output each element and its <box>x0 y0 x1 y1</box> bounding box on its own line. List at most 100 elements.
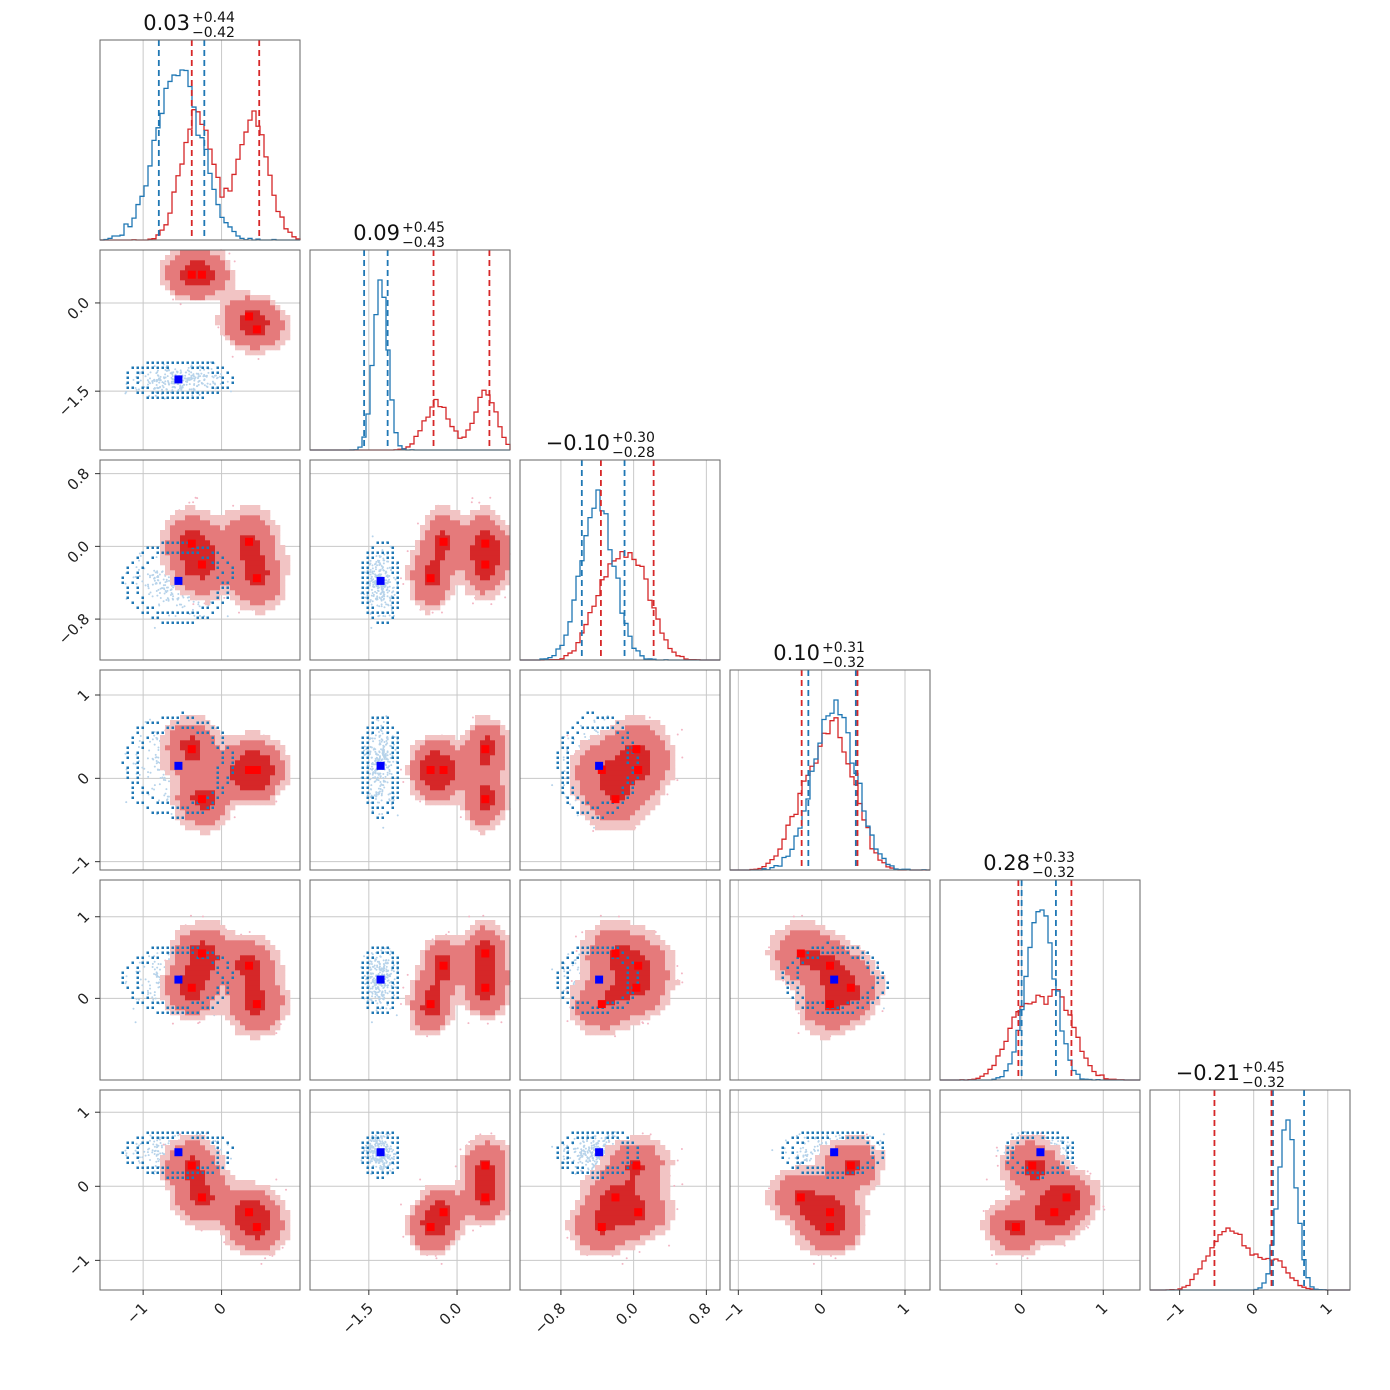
density-red-cell <box>195 770 201 776</box>
contour-blue-0 <box>391 776 394 779</box>
density-red-cell <box>230 790 236 796</box>
density-red-cell <box>255 510 261 516</box>
density-red-cell <box>450 545 456 551</box>
density-red-cell <box>430 545 436 551</box>
density-red-cell <box>180 570 186 576</box>
point-blue <box>138 575 141 578</box>
point-blue <box>394 578 397 581</box>
density-red-cell <box>185 555 191 561</box>
contour-blue-1 <box>361 576 364 579</box>
density-red-cell <box>250 750 256 756</box>
density-red-cell <box>220 525 226 531</box>
contour-blue-0 <box>366 736 369 739</box>
contour-blue-0 <box>386 726 389 729</box>
point-blue <box>366 593 369 596</box>
hist-red-3 <box>730 717 930 871</box>
frame-diag-2 <box>519 459 721 661</box>
density-red-cell <box>260 545 266 551</box>
density-red-cell <box>230 740 236 746</box>
density-red-cell <box>180 770 186 776</box>
contour-blue-1 <box>221 556 224 559</box>
density-red-cell <box>185 775 191 781</box>
point-blue <box>394 748 397 751</box>
density-red-cell <box>260 755 266 761</box>
density-red-cell <box>480 830 486 836</box>
density-red-cell <box>260 800 266 806</box>
point-blue <box>384 601 387 604</box>
density-red-cell <box>255 335 261 341</box>
density-red-cell <box>240 510 246 516</box>
density-red-cell <box>435 745 441 751</box>
contour-blue-0 <box>381 551 384 554</box>
point-blue <box>149 377 152 380</box>
density-red-cell <box>230 550 236 556</box>
hist-blue-3 <box>730 699 930 871</box>
density-red-cell <box>270 535 276 541</box>
density-red-cell <box>465 520 471 526</box>
density-red-cell <box>220 270 226 276</box>
density-red-cell <box>490 725 496 731</box>
contour-blue-1 <box>216 796 219 799</box>
contour-blue-0 <box>211 386 214 389</box>
density-red-cell <box>270 770 276 776</box>
density-red-cell <box>205 285 211 291</box>
contour-blue-1 <box>226 781 229 784</box>
density-red-cell <box>490 765 496 771</box>
contour-blue-0 <box>166 726 169 729</box>
density-red-cell <box>455 540 461 546</box>
point-blue <box>155 383 158 386</box>
density-red-cell <box>220 820 226 826</box>
density-red-cell <box>275 335 281 341</box>
title-value-3: 0.10 <box>773 641 820 665</box>
point-red <box>275 800 278 803</box>
density-red-cell <box>245 575 251 581</box>
point-red <box>233 816 236 819</box>
contour-blue-1 <box>371 716 374 719</box>
density-red-cell <box>220 285 226 291</box>
density-red-cell <box>450 565 456 571</box>
density-red-cell <box>245 340 251 346</box>
point-blue <box>153 387 156 390</box>
density-red-cell <box>195 580 201 586</box>
density-red-cell <box>180 820 186 826</box>
density-red-cell <box>200 525 206 531</box>
density-red-cell <box>440 575 446 581</box>
density-red-cell <box>485 580 491 586</box>
point-blue <box>164 581 167 584</box>
point-blue <box>383 595 386 598</box>
density-red-cell <box>475 800 481 806</box>
density-red-cell <box>165 735 171 741</box>
contour-blue-1 <box>126 371 129 374</box>
density-red-cell <box>190 290 196 296</box>
contour-blue-1 <box>126 756 129 759</box>
density-red-cell <box>270 585 276 591</box>
contour-blue-0 <box>366 591 369 594</box>
point-blue <box>159 776 162 779</box>
density-red-cell <box>480 595 486 601</box>
density-red-cell <box>270 520 276 526</box>
point-blue <box>370 594 373 597</box>
contour-blue-0 <box>166 551 169 554</box>
point-red <box>257 358 260 361</box>
density-red-cell <box>450 570 456 576</box>
contour-blue-1 <box>396 741 399 744</box>
density-red-cell <box>200 765 206 771</box>
density-red-cell <box>250 590 256 596</box>
density-red-cell <box>425 785 431 791</box>
point-blue <box>146 379 149 382</box>
density-red-cell <box>210 265 216 271</box>
density-red-cell <box>210 565 216 571</box>
density-red-cell <box>445 510 451 516</box>
density-red-cell <box>480 765 486 771</box>
density-red-cell <box>190 780 196 786</box>
point-blue <box>388 765 391 768</box>
point-blue <box>384 775 387 778</box>
density-red-cell <box>205 290 211 296</box>
density-red-cell <box>255 535 261 541</box>
density-red-cell <box>470 565 476 571</box>
density-red-cell <box>270 345 276 351</box>
density-red-cell <box>270 590 276 596</box>
point-blue <box>389 597 392 600</box>
density-red-cell <box>460 515 466 521</box>
point-blue <box>162 600 165 603</box>
